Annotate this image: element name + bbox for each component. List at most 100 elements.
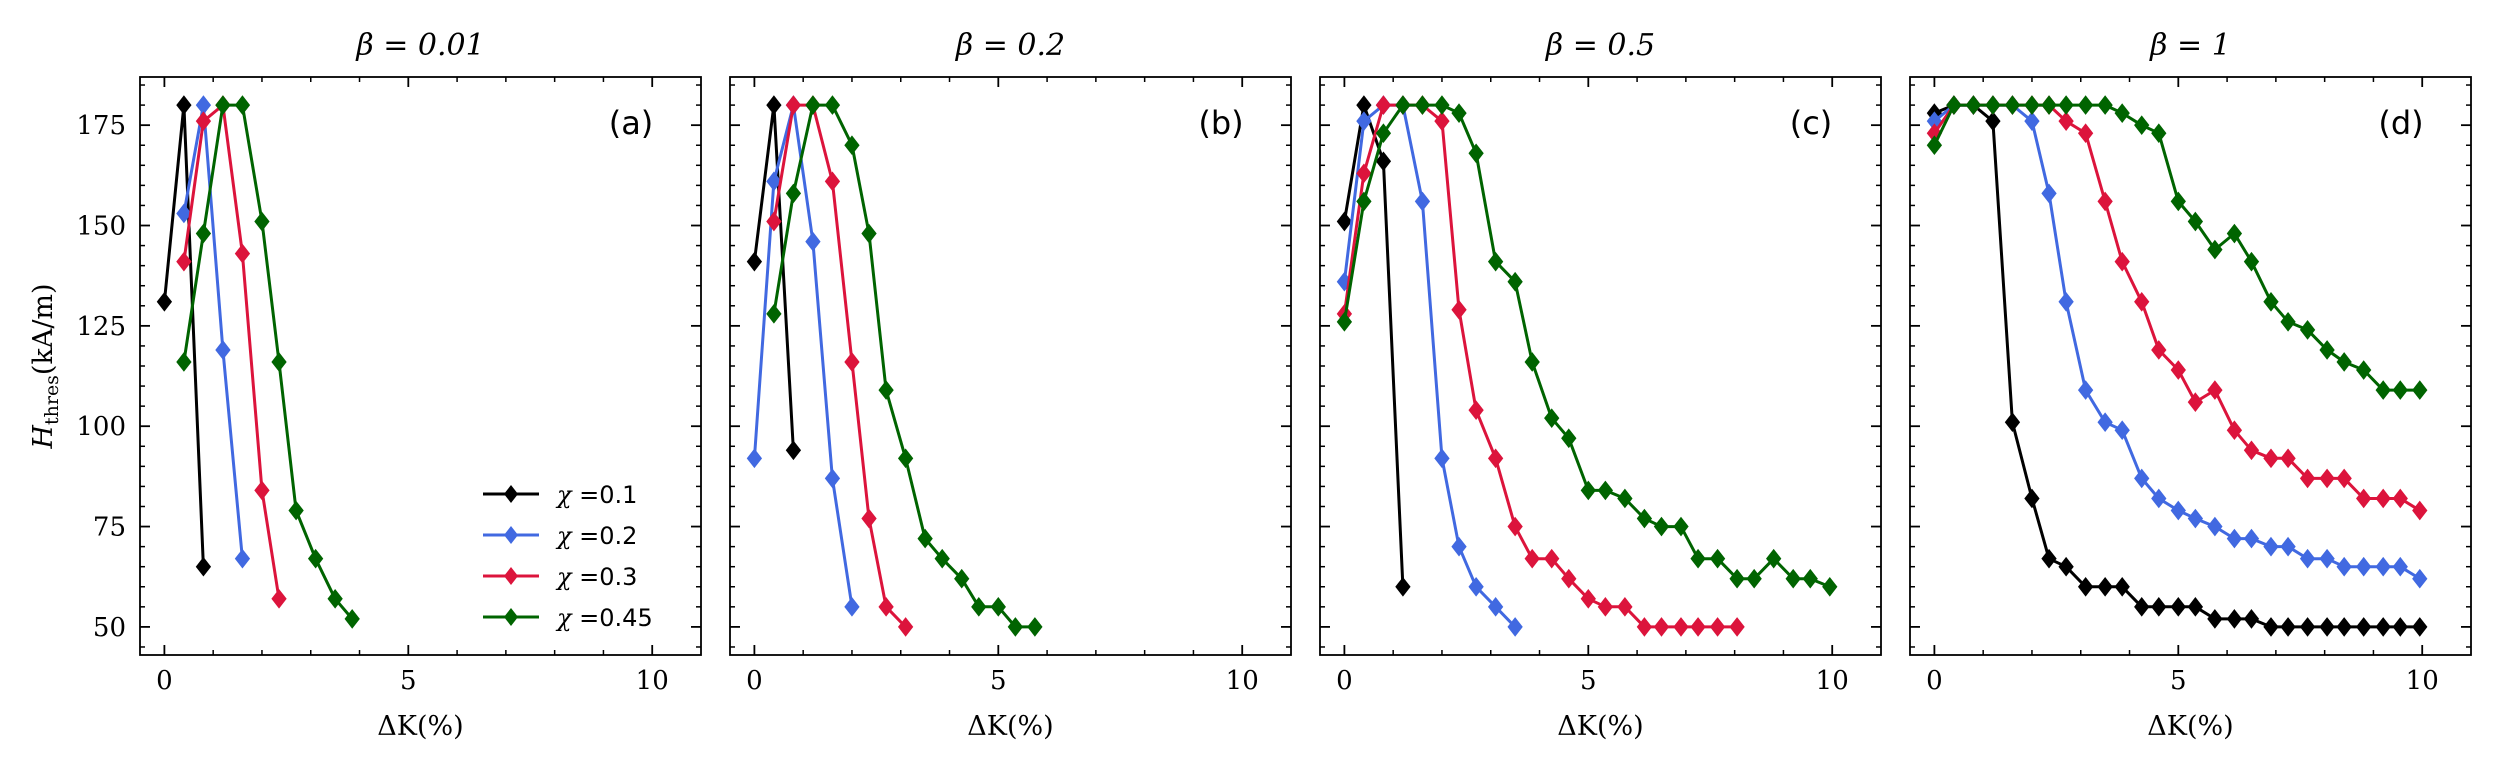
data-point-marker	[2134, 597, 2150, 617]
data-point-marker	[2207, 516, 2223, 537]
data-point-marker	[195, 223, 212, 244]
x-axis-title: ΔK(%)	[1557, 711, 1643, 742]
data-point-marker	[1524, 548, 1540, 569]
data-point-marker	[1395, 576, 1411, 597]
data-point-marker	[1356, 191, 1372, 212]
data-point-marker	[1580, 588, 1596, 609]
data-point-marker	[2226, 528, 2243, 549]
data-point-marker	[2280, 312, 2296, 332]
data-point-marker	[824, 468, 841, 489]
panel-b: β = 0.2 0 5 10 ΔK(%) (b)	[729, 28, 1292, 742]
data-point-marker	[2392, 488, 2408, 509]
x-tick-label: 10	[2406, 666, 2439, 696]
data-point-marker	[2058, 95, 2074, 115]
data-point-marker	[1434, 448, 1450, 469]
axes-frame	[1909, 76, 2472, 656]
data-point-marker	[2263, 448, 2279, 469]
legend-label: χ =0.45	[555, 604, 653, 632]
data-point-marker	[2151, 597, 2167, 617]
data-point-marker	[2058, 111, 2074, 131]
data-point-marker	[234, 95, 251, 115]
y-tick-label: 50	[93, 613, 126, 643]
data-point-marker	[934, 548, 950, 569]
data-point-marker	[1414, 95, 1431, 115]
data-point-marker	[176, 203, 192, 224]
panel-title: β = 1	[2149, 28, 2231, 63]
x-axis-title: ΔK(%)	[2147, 711, 2233, 742]
x-tick-label: 10	[1816, 666, 1849, 696]
data-point-marker	[746, 251, 763, 272]
data-point-marker	[1673, 516, 1689, 537]
data-point-marker	[766, 171, 782, 192]
data-point-marker	[1487, 597, 1504, 617]
data-point-marker	[2375, 556, 2391, 577]
data-point-marker	[1507, 271, 1523, 292]
data-point-marker	[844, 352, 860, 372]
series-line-chi-0.3	[1342, 103, 1738, 629]
data-point-marker	[844, 597, 860, 617]
x-tick-label: 5	[2170, 666, 2187, 696]
data-point-marker	[156, 291, 173, 312]
data-point-marker	[2041, 548, 2057, 569]
data-point-marker	[1561, 428, 1577, 449]
data-point-marker	[2356, 617, 2372, 637]
data-point-marker	[2375, 617, 2391, 637]
data-point-marker	[2097, 95, 2113, 115]
y-tick-label: 75	[93, 513, 126, 543]
data-point-marker	[861, 508, 877, 529]
data-point-marker	[1375, 151, 1392, 172]
data-point-marker	[2392, 556, 2408, 577]
series-line-chi-0.3	[1933, 103, 2421, 512]
legend-marker	[503, 485, 519, 503]
data-point-marker	[1946, 95, 1962, 115]
data-point-marker	[2170, 500, 2186, 521]
data-point-marker	[2097, 412, 2113, 433]
data-point-marker	[1729, 617, 1745, 637]
data-point-marker	[2243, 609, 2260, 629]
data-point-marker	[1746, 568, 1762, 589]
data-point-marker	[861, 223, 877, 244]
data-point-marker	[2226, 609, 2243, 629]
data-point-marker	[1926, 135, 1943, 156]
data-point-marker	[234, 548, 251, 569]
series-group	[1926, 95, 2428, 637]
data-point-marker	[1356, 111, 1372, 131]
data-point-marker	[2226, 420, 2243, 441]
series-group	[746, 95, 1043, 637]
data-point-marker	[2375, 488, 2391, 509]
data-point-marker	[2097, 191, 2113, 212]
data-point-marker	[2356, 360, 2372, 380]
series-group	[156, 95, 360, 629]
y-tick-label: 175	[76, 111, 126, 141]
data-point-marker	[2299, 320, 2316, 340]
data-point-marker	[2392, 380, 2408, 400]
data-point-marker	[785, 440, 802, 461]
data-point-marker	[307, 548, 324, 569]
data-point-marker	[1356, 163, 1372, 184]
panel-letter: (b)	[1198, 104, 1243, 142]
data-point-marker	[990, 597, 1006, 617]
data-point-marker	[1653, 516, 1670, 537]
data-point-marker	[1597, 480, 1614, 501]
series-line-chi-0.1	[1342, 103, 1405, 587]
series-line-chi-0.1	[752, 103, 795, 451]
series-line-chi-0.2	[752, 103, 854, 608]
panel-title: β = 0.5	[1545, 28, 1655, 63]
data-point-marker	[1468, 400, 1484, 420]
data-point-marker	[344, 609, 360, 629]
y-axis-title: Hthres(kA/m)	[28, 283, 63, 449]
data-point-marker	[2336, 556, 2352, 577]
data-point-marker	[2170, 597, 2186, 617]
legend-marker	[503, 608, 519, 626]
data-point-marker	[2207, 239, 2223, 260]
legend-label: χ =0.3	[555, 563, 637, 591]
data-point-marker	[2243, 528, 2260, 549]
data-point-marker	[2041, 95, 2057, 115]
data-point-marker	[1434, 95, 1450, 115]
panel-a: β = 0.01 0 5 10 50 75 100 125 150 175 ΔK(%) (a) χ =0…	[76, 28, 702, 742]
x-tick-label: 5	[1580, 666, 1597, 696]
data-point-marker	[2024, 111, 2040, 131]
data-point-marker	[1451, 103, 1467, 123]
data-point-marker	[1617, 488, 1633, 509]
y-tick-label: 150	[76, 212, 126, 242]
